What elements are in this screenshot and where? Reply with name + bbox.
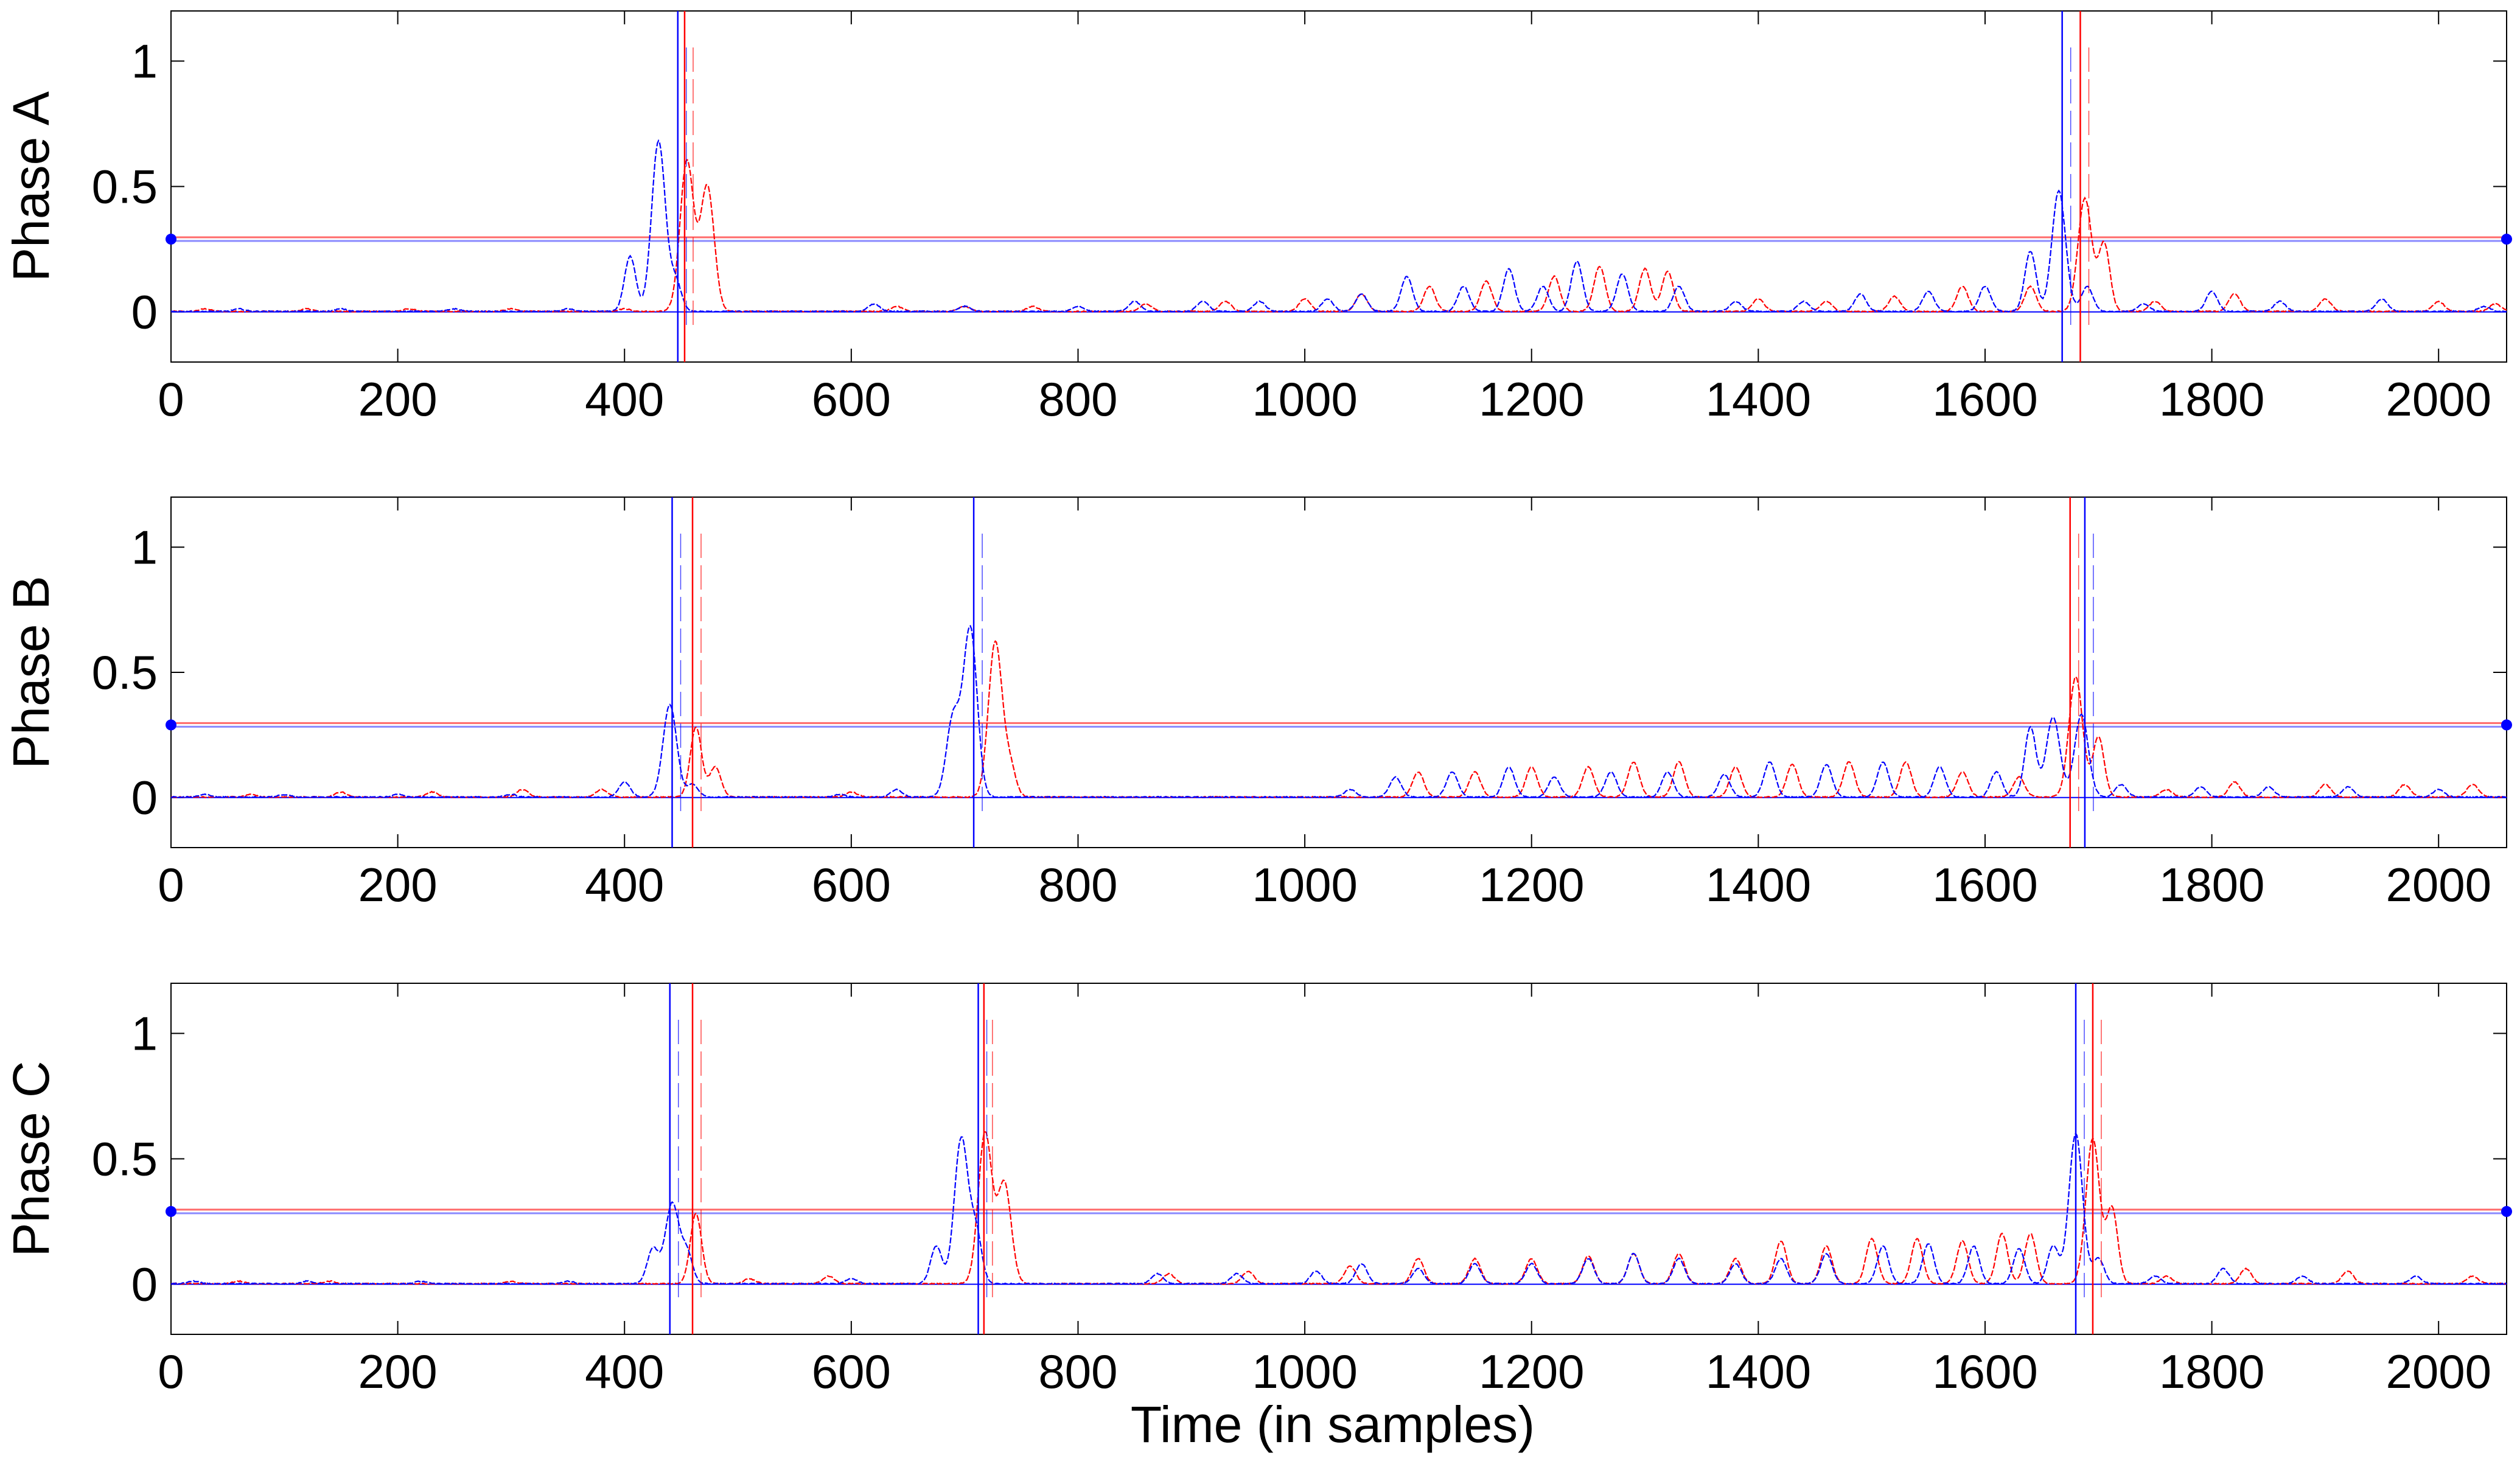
- x-tick-label: 1800: [2159, 372, 2265, 426]
- x-tick-label: 1000: [1252, 1345, 1358, 1398]
- y-tick-label: 0: [131, 1258, 158, 1311]
- y-tick-label: 0.5: [92, 1132, 158, 1186]
- threshold-dot: [166, 719, 176, 731]
- x-tick-label: 1800: [2159, 858, 2265, 911]
- series-line-red: [171, 1131, 2507, 1286]
- series-line-red: [171, 640, 2507, 799]
- y-tick-label: 1: [131, 520, 158, 574]
- threshold-dot: [2501, 719, 2512, 731]
- y-tick-label: 0: [131, 771, 158, 824]
- x-axis-title: Time (in samples): [1131, 1396, 1535, 1453]
- x-tick-label: 2000: [2386, 1345, 2491, 1398]
- y-tick-label: 1: [131, 34, 158, 88]
- y-tick-label: 0.5: [92, 160, 158, 214]
- series-line-red: [171, 159, 2507, 313]
- series-line-blue: [171, 1132, 2507, 1286]
- x-tick-label: 400: [585, 372, 664, 426]
- x-tick-label: 200: [358, 858, 438, 911]
- y-axis-title: Phase A: [2, 91, 60, 282]
- x-tick-label: 0: [158, 1345, 184, 1398]
- series-line-blue: [171, 139, 2507, 313]
- x-tick-label: 1400: [1706, 372, 1812, 426]
- x-tick-label: 1400: [1706, 1345, 1812, 1398]
- x-tick-label: 1600: [1932, 858, 2038, 911]
- x-tick-label: 600: [812, 1345, 891, 1398]
- x-tick-label: 1000: [1252, 372, 1358, 426]
- y-tick-label: 0: [131, 285, 158, 339]
- x-tick-label: 0: [158, 372, 184, 426]
- x-tick-label: 1000: [1252, 858, 1358, 911]
- x-tick-label: 800: [1038, 858, 1117, 911]
- x-tick-label: 1400: [1706, 858, 1812, 911]
- y-axis-title: Phase C: [2, 1061, 60, 1256]
- x-tick-label: 200: [358, 372, 438, 426]
- chart-panel-1: 0 200 400 600 800 1000 1200 1400 1600 1800 2000 0 0.…: [2, 10, 2512, 426]
- threshold-dot: [2501, 234, 2512, 245]
- x-tick-label: 400: [585, 858, 664, 911]
- x-tick-label: 800: [1038, 1345, 1117, 1398]
- chart-panel-2: 0 200 400 600 800 1000 1200 1400 1600 1800 2000 0 0.…: [2, 497, 2512, 911]
- threshold-dot: [2501, 1206, 2512, 1218]
- x-tick-label: 1200: [1479, 1345, 1585, 1398]
- x-tick-label: 1800: [2159, 1345, 2265, 1398]
- y-tick-label: 0.5: [92, 646, 158, 699]
- x-tick-label: 600: [812, 858, 891, 911]
- threshold-dot: [166, 234, 176, 245]
- series-line-blue: [171, 624, 2507, 799]
- x-tick-label: 200: [358, 1345, 438, 1398]
- x-tick-label: 800: [1038, 372, 1117, 426]
- x-tick-label: 1600: [1932, 1345, 2038, 1398]
- x-tick-label: 1200: [1479, 372, 1585, 426]
- chart-panel-3: 0 200 400 600 800 1000 1200 1400 1600 1800 2000 0 0.…: [2, 983, 2512, 1398]
- x-tick-label: 2000: [2386, 372, 2491, 426]
- x-tick-label: 0: [158, 858, 184, 911]
- x-tick-label: 1600: [1932, 372, 2038, 426]
- x-tick-label: 2000: [2386, 858, 2491, 911]
- y-tick-label: 1: [131, 1006, 158, 1060]
- threshold-dot: [166, 1206, 176, 1218]
- x-tick-label: 400: [585, 1345, 664, 1398]
- y-axis-title: Phase B: [2, 576, 60, 769]
- x-tick-label: 1200: [1479, 858, 1585, 911]
- x-tick-label: 600: [812, 372, 891, 426]
